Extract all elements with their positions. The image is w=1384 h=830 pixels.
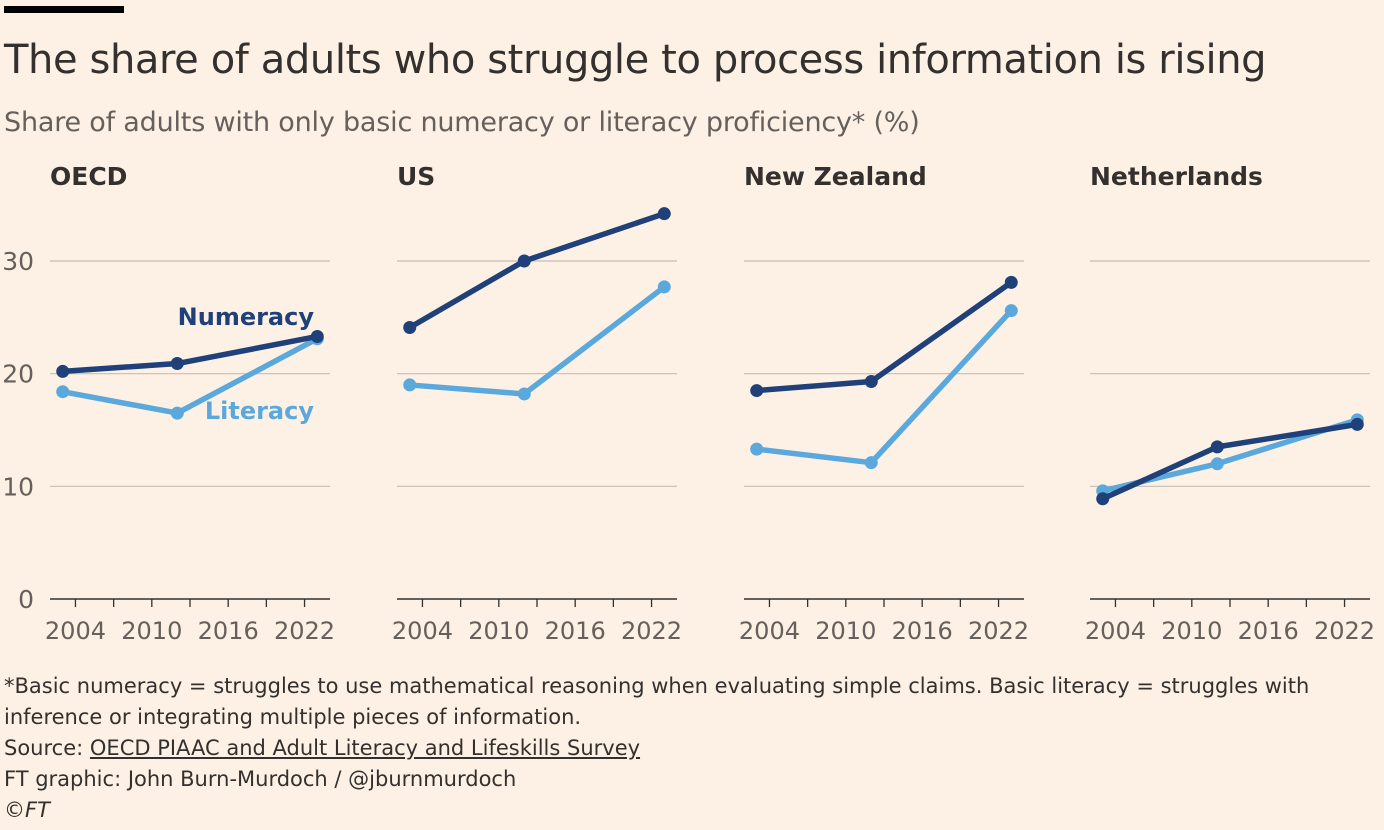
x-tick-label-netherlands-2010: 2010 <box>1161 617 1222 645</box>
y-tick-label-10: 10 <box>2 472 34 501</box>
x-tick-label-new-zealand-2004: 2004 <box>739 617 800 645</box>
data-point-new-zealand-literacy-2012 <box>864 456 878 470</box>
series-label-literacy: Literacy <box>205 397 315 425</box>
data-point-oecd-numeracy-2012 <box>170 357 184 371</box>
footer: *Basic numeracy = struggles to use mathe… <box>4 671 1309 826</box>
data-point-new-zealand-numeracy-2012 <box>864 375 878 389</box>
y-tick-label-30: 30 <box>2 247 34 276</box>
series-line-new-zealand-numeracy <box>753 279 1015 394</box>
x-tick-label-new-zealand-2022: 2022 <box>968 617 1029 645</box>
data-point-new-zealand-numeracy-2023 <box>1004 275 1018 289</box>
x-tick-label-netherlands-2016: 2016 <box>1238 617 1299 645</box>
data-point-new-zealand-literacy-2003 <box>750 442 764 456</box>
source-prefix: Source: <box>4 736 90 760</box>
chart-title: The share of adults who struggle to proc… <box>4 37 1267 83</box>
data-point-oecd-numeracy-2023 <box>310 329 324 343</box>
data-point-netherlands-numeracy-2012 <box>1210 440 1224 454</box>
x-tick-label-us-2022: 2022 <box>621 617 682 645</box>
chart-subtitle: Share of adults with only basic numeracy… <box>4 107 920 138</box>
x-tick-label-us-2004: 2004 <box>392 617 453 645</box>
source-line: Source: OECD PIAAC and Adult Literacy an… <box>4 733 1309 764</box>
x-tick-label-netherlands-2004: 2004 <box>1085 617 1146 645</box>
y-tick-label-20: 20 <box>2 360 34 389</box>
small-multiples-chart: 0 10 20 30 OECD 2004 2010 2016 2022 US 2004 2010 201… <box>2 162 1375 645</box>
data-point-oecd-numeracy-2003 <box>56 364 70 378</box>
x-tick-label-oecd-2022: 2022 <box>274 617 335 645</box>
x-tick-label-new-zealand-2010: 2010 <box>815 617 876 645</box>
data-point-us-numeracy-2023 <box>657 207 671 221</box>
source-link[interactable]: OECD PIAAC and Adult Literacy and Lifesk… <box>89 736 641 760</box>
x-tick-label-us-2010: 2010 <box>468 617 529 645</box>
data-point-us-numeracy-2012 <box>517 254 531 268</box>
x-tick-label-new-zealand-2016: 2016 <box>892 617 953 645</box>
data-point-netherlands-literacy-2012 <box>1210 457 1224 471</box>
data-point-us-literacy-2023 <box>657 280 671 294</box>
panel-title-netherlands: Netherlands <box>1090 162 1263 191</box>
data-point-netherlands-numeracy-2003 <box>1096 492 1110 506</box>
data-point-us-numeracy-2003 <box>403 320 417 334</box>
series-line-oecd-numeracy <box>59 333 321 375</box>
data-point-oecd-literacy-2003 <box>56 385 70 399</box>
x-tick-label-us-2016: 2016 <box>545 617 606 645</box>
data-point-netherlands-numeracy-2023 <box>1350 417 1364 431</box>
series-line-us-numeracy <box>406 210 668 331</box>
x-tick-label-oecd-2016: 2016 <box>198 617 259 645</box>
y-tick-label-0: 0 <box>18 585 34 614</box>
data-point-new-zealand-numeracy-2003 <box>750 384 764 398</box>
data-point-us-literacy-2012 <box>517 387 531 401</box>
panel-title-us: US <box>397 162 435 191</box>
data-point-oecd-literacy-2012 <box>170 406 184 420</box>
series-label-numeracy: Numeracy <box>178 303 315 331</box>
brand-bar <box>4 6 124 13</box>
panel-title-new-zealand: New Zealand <box>744 162 927 191</box>
copyright: ©FT <box>4 798 50 822</box>
x-tick-label-oecd-2004: 2004 <box>45 617 106 645</box>
footnote-line-1: *Basic numeracy = struggles to use mathe… <box>4 674 1310 698</box>
data-point-new-zealand-literacy-2023 <box>1004 304 1018 318</box>
panel-title-oecd: OECD <box>50 162 127 191</box>
x-tick-label-oecd-2010: 2010 <box>121 617 182 645</box>
x-tick-label-netherlands-2022: 2022 <box>1314 617 1375 645</box>
footnote-line-2: inference or integrating multiple pieces… <box>4 705 582 729</box>
data-point-us-literacy-2003 <box>403 378 417 392</box>
credit-line: FT graphic: John Burn-Murdoch / @jburnmu… <box>4 767 517 791</box>
